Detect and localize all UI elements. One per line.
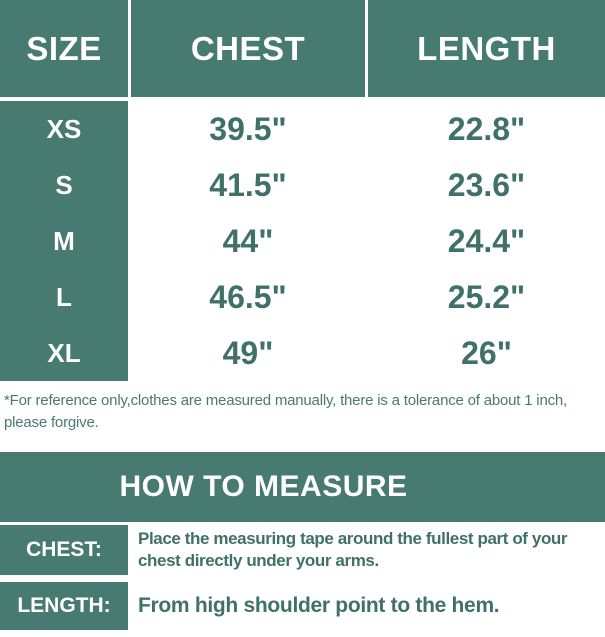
chest-value-s: 41.5" — [209, 166, 287, 203]
size-label-xs: XS — [46, 113, 82, 144]
chest-column: 39.5" 41.5" 44" 46.5" 49" — [131, 101, 365, 381]
chest-value-xl: 49" — [222, 334, 274, 371]
size-chart-header-row: SIZE CHEST LENGTH — [0, 0, 605, 97]
tolerance-note: *For reference only,clothes are measured… — [4, 392, 567, 431]
chest-value-xs: 39.5" — [209, 110, 287, 147]
how-to-measure-banner: HOW TO MEASURE — [0, 452, 605, 522]
column-header-length: LENGTH — [368, 0, 605, 97]
size-column: XS S M L XL — [0, 101, 128, 381]
size-label-s: S — [55, 169, 73, 200]
measure-text-chest: Place the measuring tape around the full… — [131, 525, 605, 575]
measure-label-chest: CHEST: — [0, 525, 128, 575]
size-label-l: L — [56, 281, 72, 312]
size-label-xl: XL — [47, 337, 81, 368]
length-column: 22.8" 23.6" 24.4" 25.2" 26" — [368, 101, 605, 381]
chest-value-m: 44" — [222, 222, 274, 259]
measure-row-length: LENGTH: From high shoulder point to the … — [0, 582, 605, 630]
size-chart-body: XS S M L XL 39.5" 41.5" 44" 46.5" 49" 22… — [0, 101, 605, 381]
size-label-m: M — [53, 225, 75, 256]
column-header-chest: CHEST — [131, 0, 365, 97]
measure-row-chest: CHEST: Place the measuring tape around t… — [0, 525, 605, 575]
length-value-m: 24.4" — [447, 222, 526, 259]
length-value-xs: 22.8" — [447, 110, 526, 147]
how-to-measure-title: HOW TO MEASURE — [119, 470, 408, 503]
length-value-s: 23.6" — [447, 166, 526, 203]
length-value-l: 25.2" — [447, 278, 526, 315]
measure-label-length: LENGTH: — [0, 582, 128, 630]
column-header-size: SIZE — [0, 0, 128, 97]
chest-value-l: 46.5" — [209, 278, 287, 315]
measure-text-length: From high shoulder point to the hem. — [131, 582, 605, 630]
length-value-xl: 26" — [461, 334, 512, 371]
